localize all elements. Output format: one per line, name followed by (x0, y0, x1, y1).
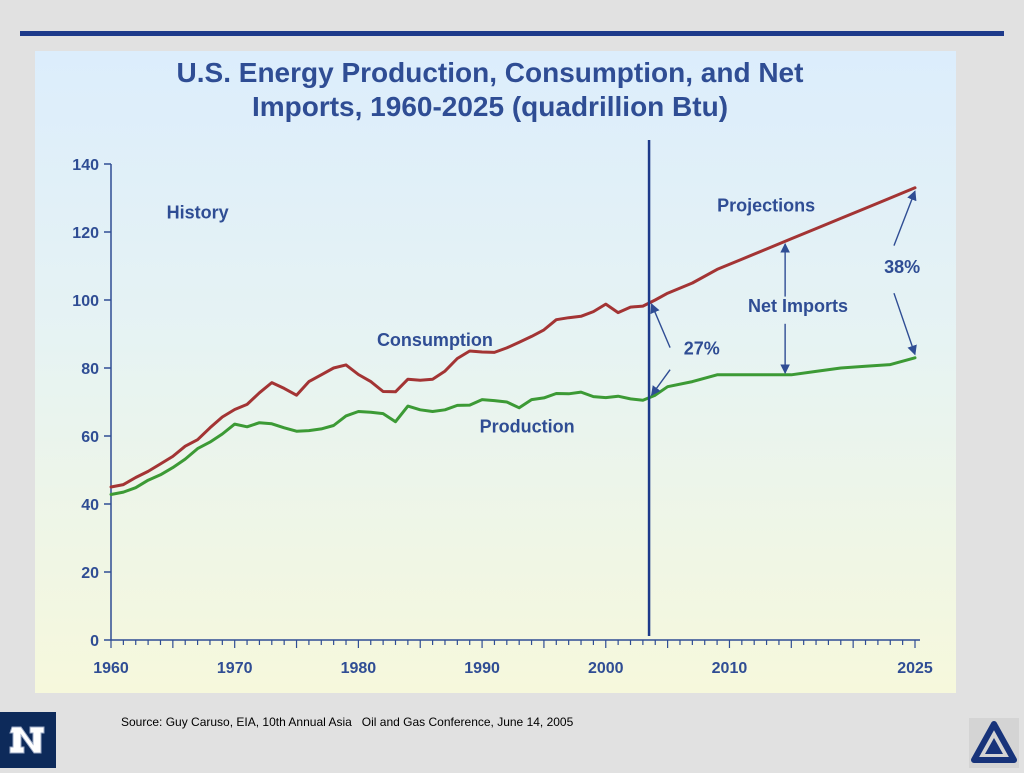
top-rule (20, 31, 1004, 36)
arrow-27-down (650, 369, 671, 396)
x-tick-label: 1990 (464, 660, 500, 677)
annotation-production: Production (480, 417, 575, 437)
annotation-projections: Projections (717, 196, 815, 216)
arrow-38-up (893, 190, 917, 246)
institute-logo (969, 718, 1019, 768)
x-tick-label: 2000 (588, 660, 624, 677)
x-tick-label: 1970 (217, 660, 253, 677)
y-tick-label: 140 (72, 157, 99, 174)
chart-title: U.S. Energy Production, Consumption, and… (60, 56, 920, 124)
arrow-27-up (650, 303, 671, 348)
block-n-logo-icon (0, 712, 56, 768)
x-tick-label: 2010 (712, 660, 748, 677)
annotation-net-imports: Net Imports (748, 296, 848, 316)
nevada-logo (0, 712, 56, 768)
y-tick-label: 120 (72, 225, 99, 242)
arrow-38-down (893, 292, 917, 356)
chart-title-line-1: U.S. Energy Production, Consumption, and… (176, 57, 804, 88)
annotation-pct-38: 38% (884, 257, 920, 277)
y-tick-label: 60 (81, 429, 99, 446)
annotation-pct-27: 27% (684, 338, 720, 358)
series-line-consumption (109, 186, 917, 489)
source-caption: Source: Guy Caruso, EIA, 10th Annual Asi… (121, 715, 574, 729)
y-tick-label: 80 (81, 361, 99, 378)
x-tick-label: 1980 (341, 660, 377, 677)
series-line-production (109, 356, 917, 496)
y-tick-label: 20 (81, 565, 99, 582)
annotation-history: History (167, 202, 229, 222)
annotation-consumption: Consumption (377, 330, 493, 350)
chart-title-line-2: Imports, 1960-2025 (quadrillion Btu) (251, 91, 729, 122)
triangle-emblem-icon (969, 718, 1019, 768)
y-tick-label: 40 (81, 497, 99, 514)
y-tick-label: 100 (72, 293, 99, 310)
x-tick-label: 2025 (897, 660, 933, 677)
x-tick-label: 1960 (93, 660, 129, 677)
y-tick-label: 0 (90, 633, 99, 650)
